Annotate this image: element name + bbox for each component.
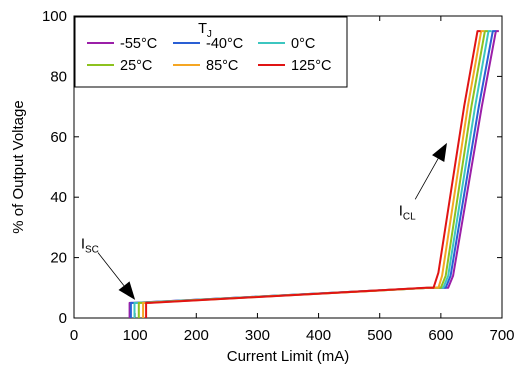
annotation-layer: ISC ICL (81, 142, 447, 300)
y-tick-label: 40 (50, 189, 67, 206)
annotation-leader (414, 158, 439, 200)
x-tick-label: 400 (306, 327, 331, 344)
y-axis-title: % of Output Voltage (10, 100, 27, 233)
series-line (129, 30, 496, 318)
x-axis-title: Current Limit (mA) (227, 348, 350, 365)
annotation-arrowhead (118, 281, 136, 300)
legend-entry: 25°C (120, 58, 152, 74)
annotation-arrowhead (432, 142, 447, 162)
y-tick-label: 80 (50, 68, 67, 85)
annotation-label: ICL (399, 202, 416, 222)
x-tick-label: 200 (184, 327, 209, 344)
x-tick-label: 300 (245, 327, 270, 344)
legend-items: -55°C -40°C 0°C 25°C 85°C 125°C (87, 36, 331, 74)
x-tick-label: 600 (428, 327, 453, 344)
legend-entry: -55°C (120, 36, 157, 52)
x-tick-label: 100 (123, 327, 148, 344)
y-tick-label: 100 (42, 8, 67, 25)
series-line (145, 30, 481, 318)
series-line (137, 30, 488, 318)
x-tick-label: 0 (70, 327, 78, 344)
series-line (133, 30, 492, 318)
axis-ticks: 0 100 200 300 400 500 600 700 0 20 40 60 80 100 (42, 8, 515, 344)
legend-title: TJ (198, 21, 212, 40)
y-tick-label: 20 (50, 250, 67, 267)
y-tick-label: 0 (59, 310, 67, 327)
legend-entry: 85°C (206, 58, 238, 74)
legend-entry: 125°C (291, 58, 331, 74)
x-tick-label: 700 (489, 327, 514, 344)
legend: TJ -55°C -40°C 0°C 25°C 85°C 125°C (74, 16, 348, 88)
legend-entry: 0°C (291, 36, 315, 52)
plot-frame (73, 15, 503, 319)
y-tick-label: 60 (50, 129, 67, 146)
series-line (142, 30, 485, 318)
legend-box (74, 16, 348, 88)
series-layer (128, 30, 499, 318)
legend-title-main: T (198, 21, 207, 37)
legend-entry: -40°C (206, 36, 243, 52)
annotation-label: ISC (81, 236, 99, 256)
legend-title-sub: J (207, 29, 212, 40)
x-tick-label: 500 (367, 327, 392, 344)
annotation-leader (97, 252, 125, 286)
